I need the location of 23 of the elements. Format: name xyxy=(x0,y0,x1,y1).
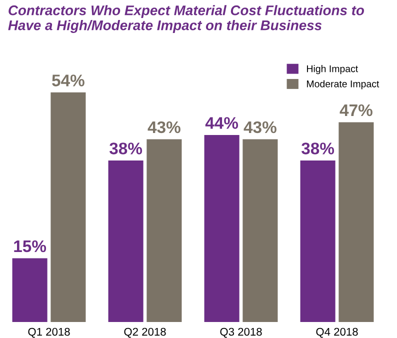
bar xyxy=(204,134,240,322)
legend-label: High Impact xyxy=(307,65,358,74)
data-label: 38% xyxy=(302,142,334,154)
data-label: 43% xyxy=(244,121,276,134)
bar xyxy=(300,160,336,322)
x-tick-label: Q3 2018 xyxy=(220,328,262,338)
data-label: 43% xyxy=(148,121,180,134)
legend-label: Moderate Impact xyxy=(307,80,380,90)
data-label: 47% xyxy=(340,104,372,116)
x-tick-label: Q1 2018 xyxy=(28,328,70,338)
data-label: 38% xyxy=(110,142,142,154)
chart-title: Contractors Who Expect Material Cost Fluctuations to Have a High/Moderate Impact on their Business xyxy=(8,5,364,33)
data-label: 54% xyxy=(52,74,84,86)
data-label: 44% xyxy=(205,117,238,129)
bar xyxy=(108,160,144,322)
x-tick-label: Q2 2018 xyxy=(124,328,166,338)
bar xyxy=(146,139,182,322)
x-tick-label: Q4 2018 xyxy=(316,328,358,338)
bar xyxy=(12,258,48,322)
bar xyxy=(50,92,86,322)
bar xyxy=(338,122,374,322)
data-label: 15% xyxy=(14,240,46,252)
bar xyxy=(242,139,278,322)
